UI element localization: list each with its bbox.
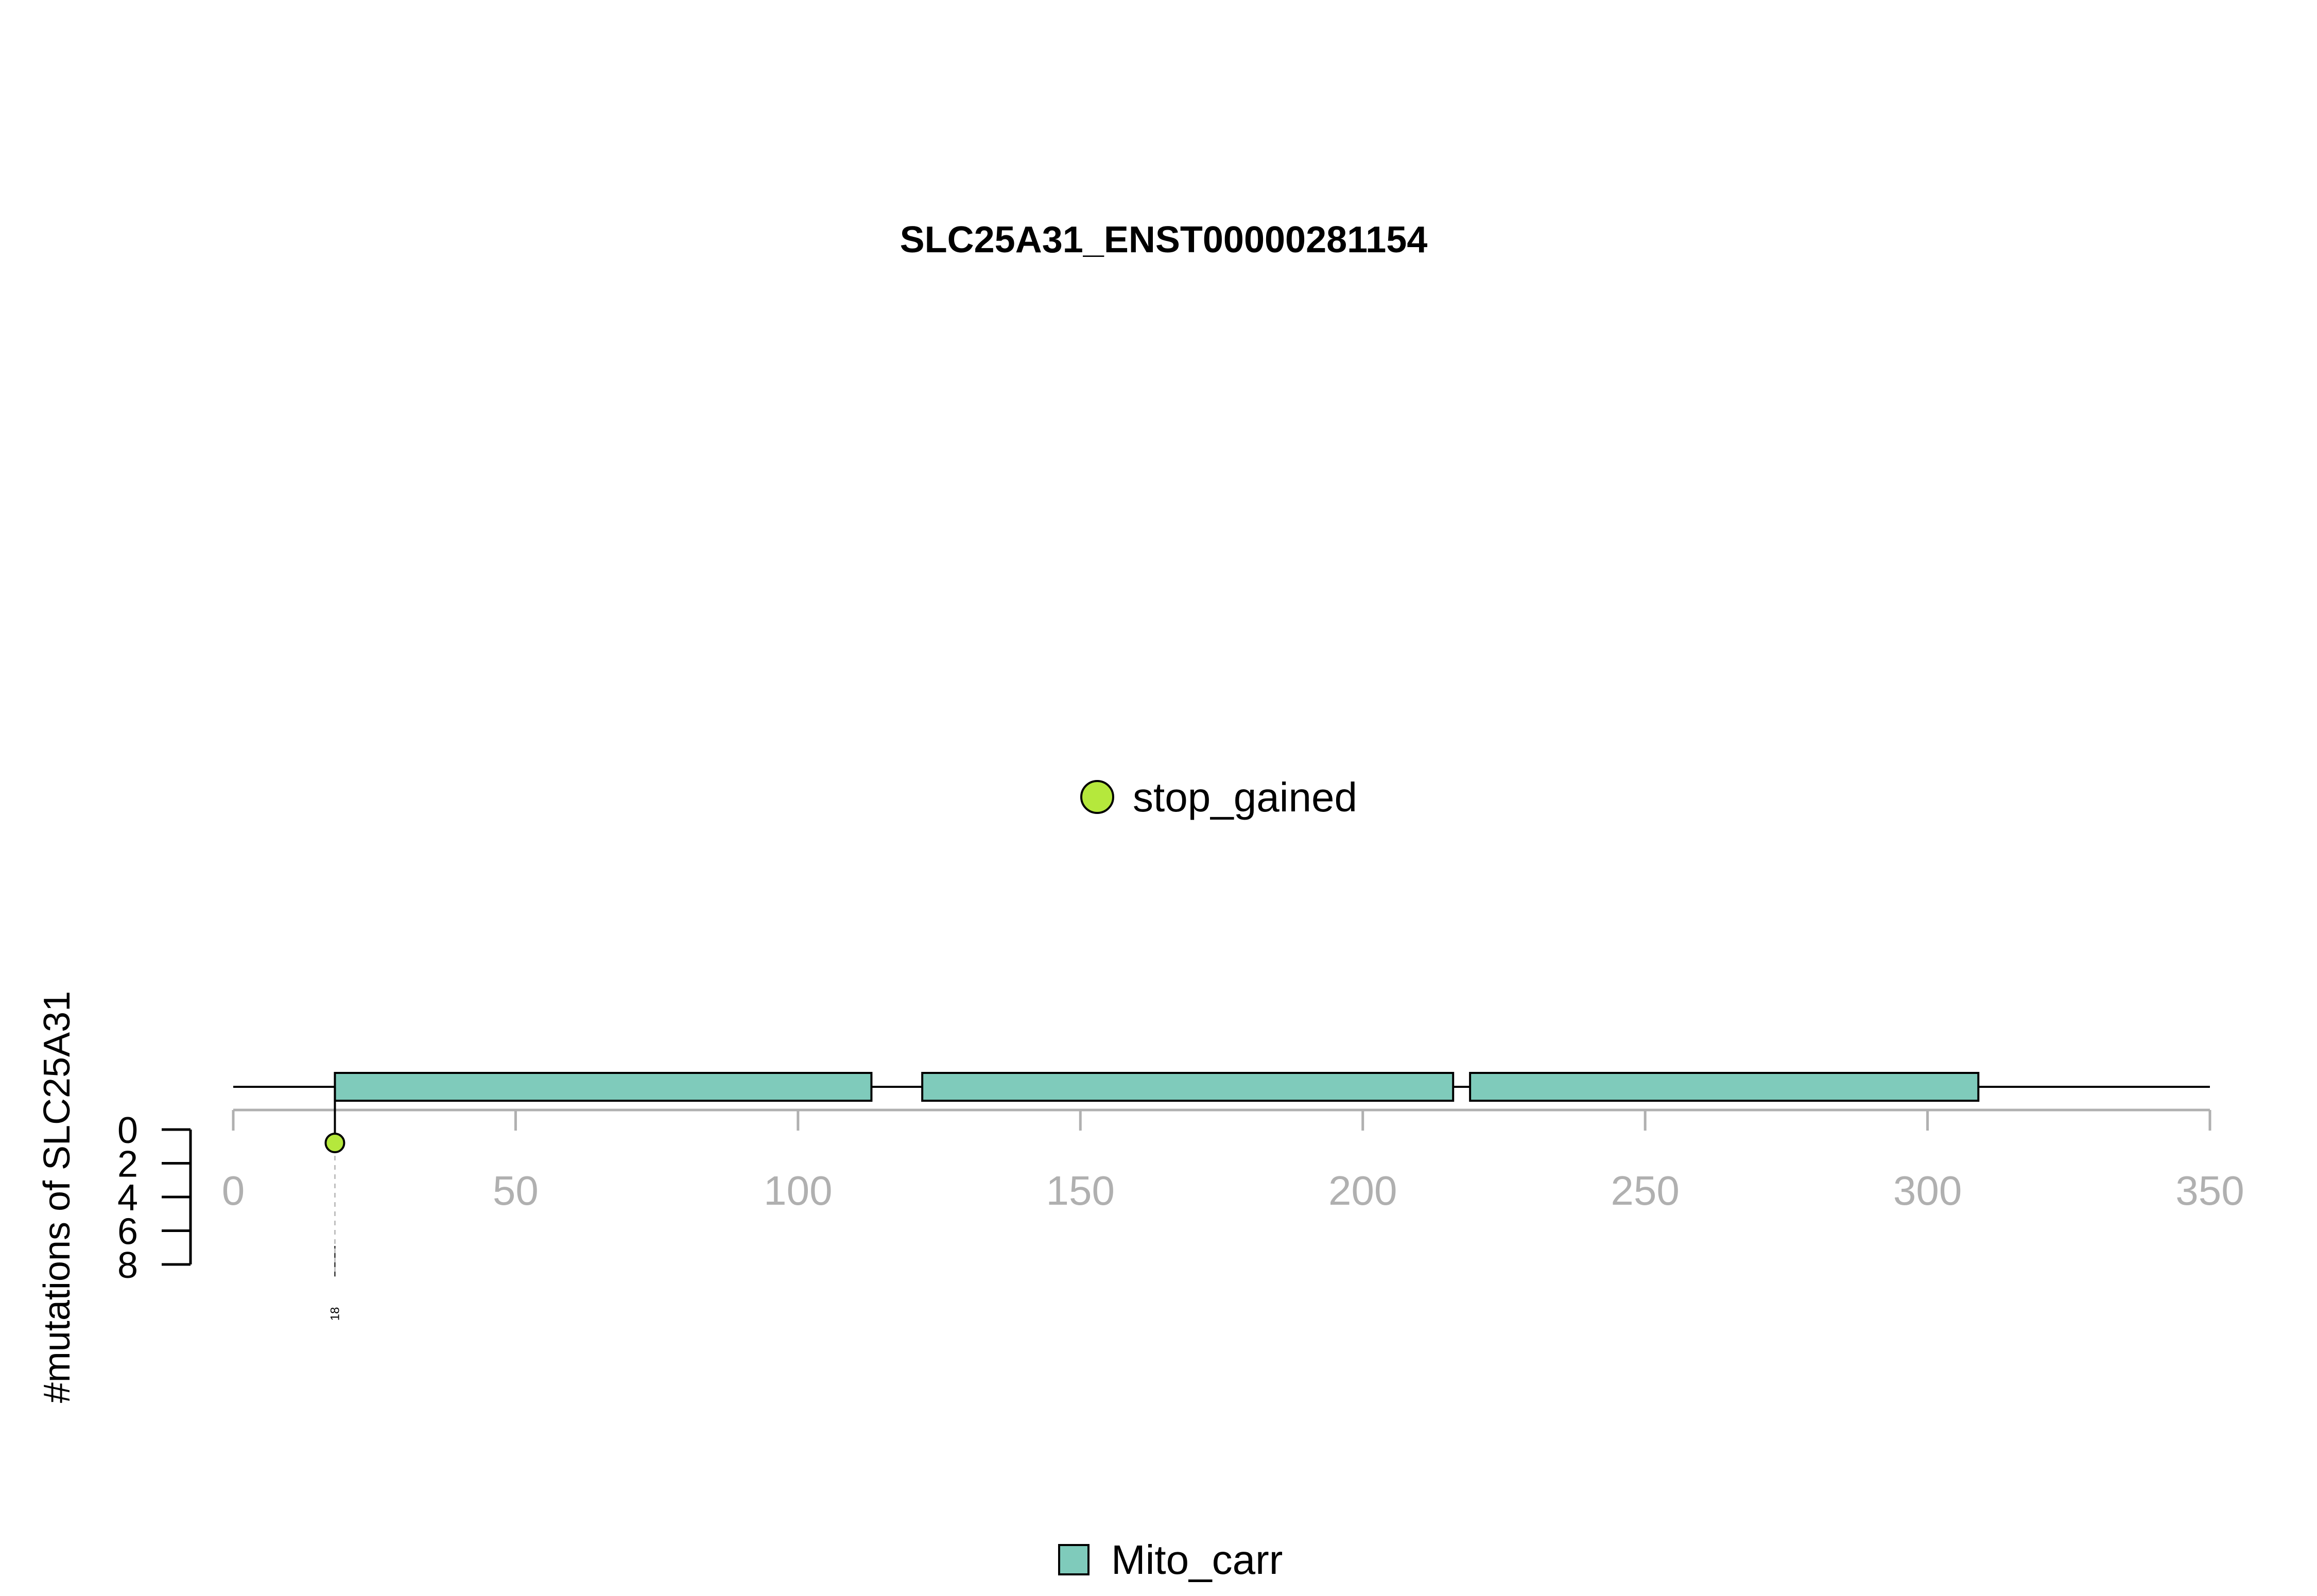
x-tick-label-300: 300: [1893, 1168, 1962, 1213]
x-tick-label-200: 200: [1328, 1168, 1397, 1213]
y-tick-label-4: 4: [117, 1177, 138, 1219]
domain-legend: Mito_carr: [1058, 1537, 1283, 1583]
legend-marker-stop_gained: [1080, 780, 1114, 814]
mutation-point-stop_gained: [324, 1133, 345, 1153]
domain-Mito_carr-3: [1469, 1072, 1980, 1102]
y-tick-label-6: 6: [117, 1211, 138, 1253]
x-tick-label-100: 100: [764, 1168, 832, 1213]
y-tick-label-0: 0: [117, 1110, 138, 1151]
domain-legend-swatch-Mito_carr: [1058, 1544, 1090, 1575]
x-tick-label-150: 150: [1046, 1168, 1115, 1213]
x-axis: 0 50 100 150 200 250 300 350: [222, 1108, 2244, 1213]
mutations: 18: [324, 1087, 345, 1321]
domain-Mito_carr-2: [921, 1072, 1455, 1102]
chart-title: SLC25A31_ENST00000281154: [900, 219, 1428, 261]
x-tick-label-0: 0: [222, 1168, 245, 1213]
x-tick-label-250: 250: [1611, 1168, 1679, 1213]
y-tick-label-8: 8: [117, 1245, 138, 1286]
legend-label-stop_gained: stop_gained: [1133, 774, 1357, 820]
x-tick-label-50: 50: [493, 1168, 539, 1213]
mutation-position-label: 18: [328, 1307, 342, 1321]
mutation-legend: stop_gained: [1080, 774, 1357, 820]
x-tick-label-350: 350: [2175, 1168, 2244, 1213]
domain-legend-label-Mito_carr: Mito_carr: [1111, 1537, 1283, 1583]
domain-Mito_carr-1: [334, 1072, 873, 1102]
domains: [334, 1072, 1980, 1102]
y-axis-label: #mutations of SLC25A31: [37, 991, 78, 1403]
y-tick-label-2: 2: [117, 1144, 138, 1185]
